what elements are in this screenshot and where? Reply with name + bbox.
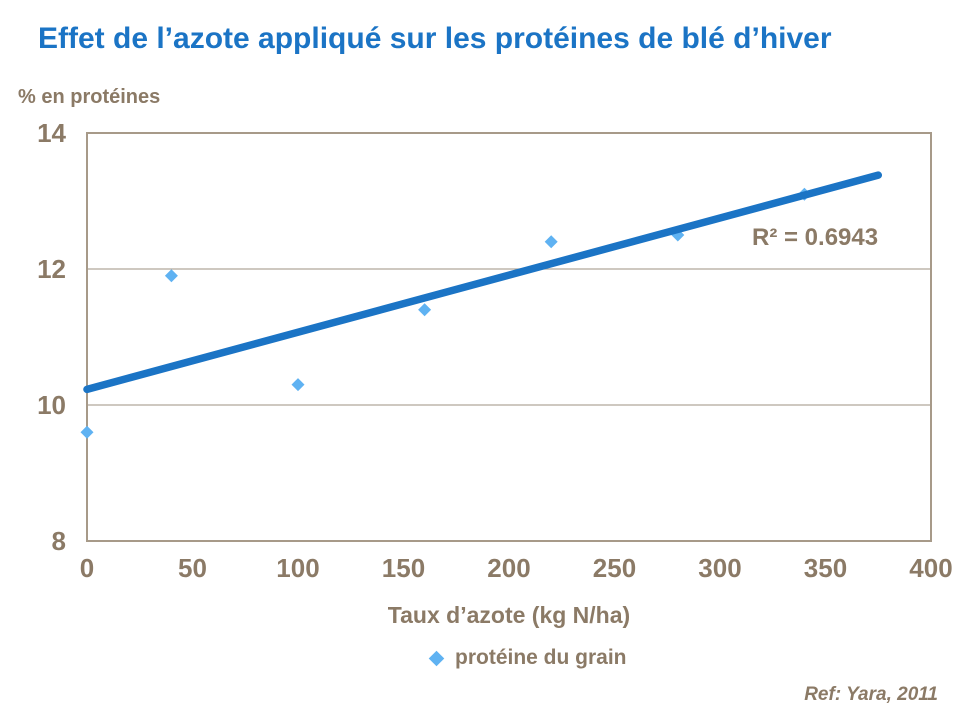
y-tick-label-14: 14 (37, 118, 66, 148)
legend-label: protéine du grain (455, 646, 627, 669)
x-axis-tick-labels: 0 50 100 150 200 250 300 350 400 (80, 553, 953, 583)
legend: protéine du grain (428, 645, 627, 671)
trend-line (83, 171, 882, 394)
r-squared-annotation: R² = 0.6943 (752, 224, 879, 251)
y-tick-label-8: 8 (52, 526, 66, 556)
x-tick-label-0: 0 (80, 553, 94, 583)
chart-title: Effet de l’azote appliqué sur les protéi… (38, 22, 832, 55)
x-tick-label-50: 50 (178, 553, 207, 583)
x-tick-label-250: 250 (593, 553, 636, 583)
x-axis-title: Taux d’azote (kg N/ha) (387, 602, 631, 628)
trend-line-group (83, 171, 882, 394)
x-tick-label-150: 150 (382, 553, 425, 583)
y-axis-title: % en protéines (18, 86, 161, 108)
x-tick-label-400: 400 (909, 553, 952, 583)
y-tick-label-12: 12 (37, 254, 66, 284)
data-point[interactable] (80, 425, 94, 439)
diamond-marker-icon (428, 650, 445, 666)
data-point[interactable] (544, 235, 558, 249)
y-axis-tick-labels: 8 10 12 14 (37, 118, 66, 556)
y-tick-label-10: 10 (37, 390, 66, 420)
x-tick-label-350: 350 (804, 553, 847, 583)
data-point[interactable] (418, 303, 432, 317)
x-tick-label-200: 200 (487, 553, 530, 583)
plot-frame (86, 132, 932, 542)
data-point[interactable] (164, 269, 178, 283)
x-tick-label-300: 300 (698, 553, 741, 583)
plot-border (86, 132, 932, 542)
data-point[interactable] (291, 378, 305, 392)
reference-citation: Ref: Yara, 2011 (804, 684, 938, 705)
x-tick-label-100: 100 (276, 553, 319, 583)
gridlines (87, 268, 931, 406)
